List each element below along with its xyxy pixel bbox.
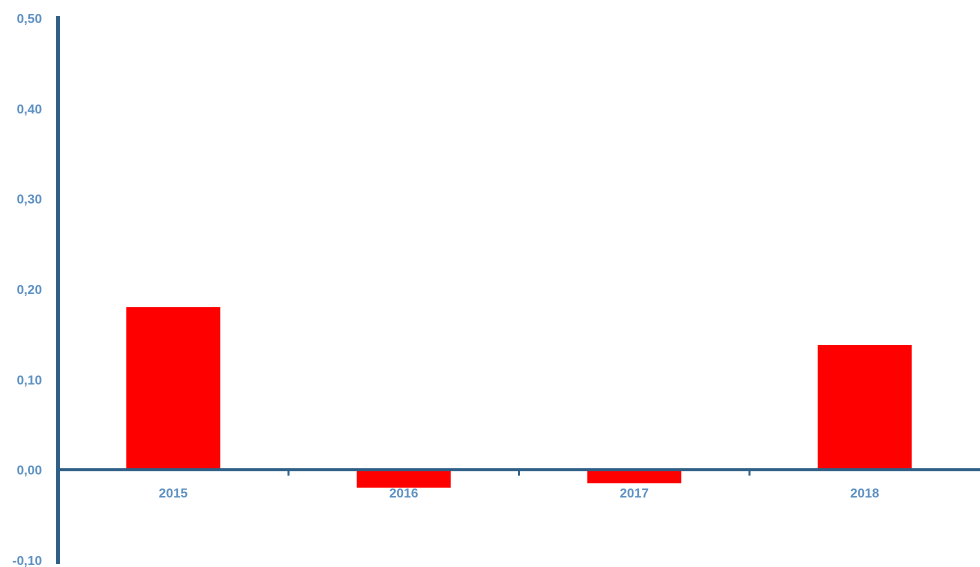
x-tick-label-2018: 2018 [850,486,879,501]
y-tick-label: 0,50 [17,11,42,26]
bar-2017 [587,469,682,484]
x-tick-label-2016: 2016 [389,486,418,501]
y-tick-label: 0,30 [17,192,42,207]
x-tick-labels: 2015 2016 2017 2018 [159,486,879,501]
x-tick-label-2017: 2017 [620,486,649,501]
y-tick-labels: 0,50 0,40 0,30 0,20 0,10 0,00 -0,10 [12,11,42,567]
bar-2016 [356,469,451,488]
x-tick-label-2015: 2015 [159,486,188,501]
y-tick-label: -0,10 [12,553,42,567]
y-tick-label: 0,20 [17,282,42,297]
bar-2018 [817,345,912,470]
bars-group [126,307,912,488]
y-tick-label: 0,00 [17,463,42,478]
bar-2015 [126,307,221,470]
y-tick-label: 0,10 [17,372,42,387]
y-tick-label: 0,40 [17,101,42,116]
axes-group [56,16,980,564]
